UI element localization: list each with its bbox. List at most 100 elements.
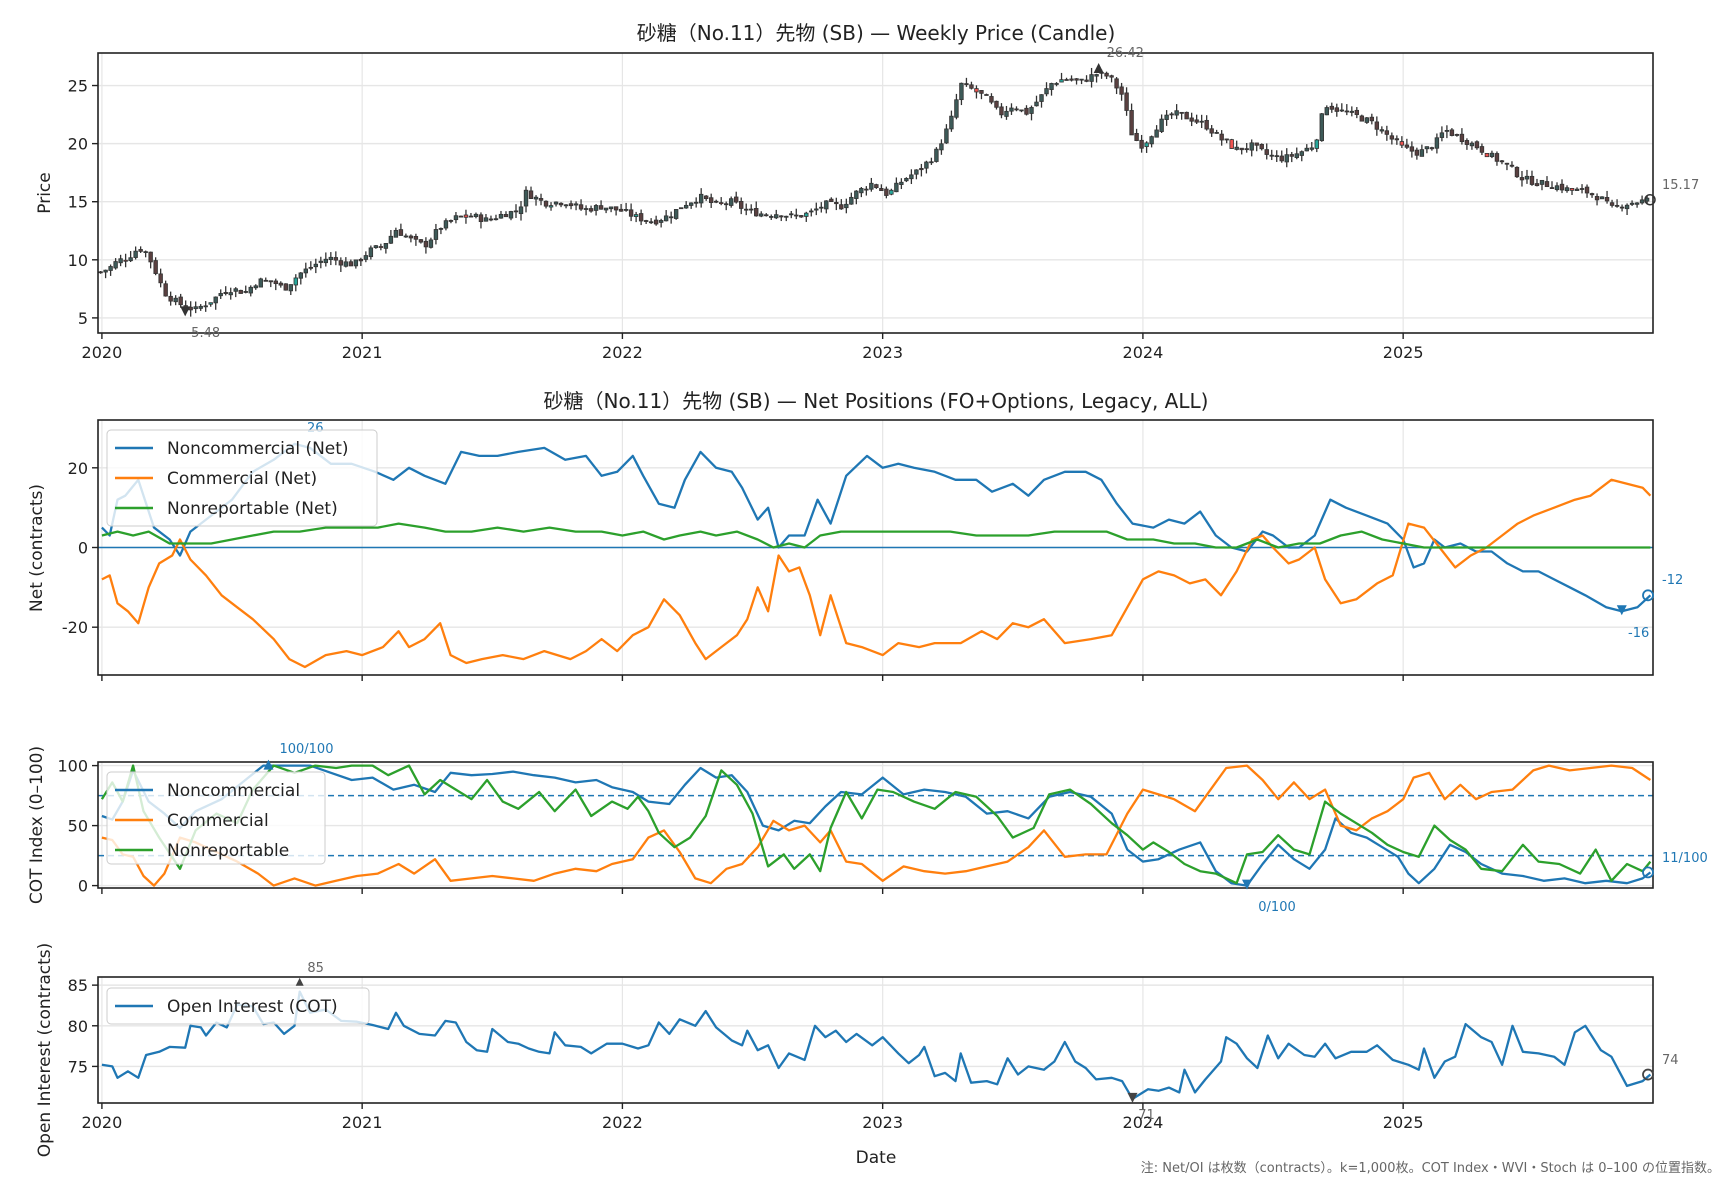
net-x-ticks xyxy=(101,675,1404,681)
candle-body xyxy=(1519,177,1525,181)
y-tick-label: 20 xyxy=(68,135,88,154)
max-marker-icon xyxy=(263,759,274,770)
cot-y-ticks: 0 50 100 xyxy=(57,757,98,896)
candle-body xyxy=(1619,206,1625,209)
candle-body xyxy=(178,296,183,306)
candle-body xyxy=(1249,142,1254,151)
candle-body xyxy=(964,83,969,85)
candle-body xyxy=(1469,142,1475,147)
candle-body xyxy=(1059,79,1064,83)
candle-body xyxy=(1549,187,1555,189)
candle-body xyxy=(638,213,644,222)
candle-body xyxy=(443,220,449,229)
candle-body xyxy=(894,182,899,193)
price-grid xyxy=(98,53,1653,333)
candle-body xyxy=(548,205,554,208)
candle-body xyxy=(1499,160,1505,163)
candle-body xyxy=(1314,139,1319,149)
candle-body xyxy=(1234,146,1239,150)
price-chart-title: 砂糖（No.11）先物 (SB) — Weekly Price (Candle) xyxy=(637,21,1116,45)
candle-body xyxy=(729,198,734,206)
x-tick-label: 2023 xyxy=(862,1113,903,1132)
max-marker-icon xyxy=(1093,63,1104,74)
candle-body xyxy=(538,198,544,201)
candle-body xyxy=(789,213,794,216)
candle-body xyxy=(308,266,314,269)
candle-body xyxy=(779,215,784,218)
candle-body xyxy=(819,206,824,209)
candle-body xyxy=(744,208,749,211)
candle-body xyxy=(403,235,409,238)
candle-body xyxy=(153,260,158,274)
candle-body xyxy=(1339,109,1344,112)
candle-body xyxy=(528,190,534,199)
candle-body xyxy=(358,258,364,262)
candle-body xyxy=(703,195,709,200)
candle-body xyxy=(318,260,324,263)
candle-body xyxy=(1104,72,1109,77)
candle-body xyxy=(203,305,208,308)
candle-body xyxy=(708,197,714,204)
candle-body xyxy=(388,235,394,244)
net-y-axis-label: Net (contracts) xyxy=(27,484,47,612)
candle-body xyxy=(939,143,944,151)
candle-body xyxy=(1064,79,1069,81)
min-label: 0/100 xyxy=(1258,900,1295,915)
cot-legend: Noncommercial Commercial Nonreportable xyxy=(106,771,326,865)
candle-body xyxy=(683,204,689,209)
y-tick-label: 20 xyxy=(68,459,88,478)
candle-body xyxy=(228,292,233,296)
legend-label-nonreportable: Nonreportable (Net) xyxy=(167,499,338,519)
candle-body xyxy=(1274,155,1279,158)
candle-body xyxy=(1164,114,1169,120)
candle-body xyxy=(974,88,979,93)
candle-body xyxy=(208,302,213,305)
candle-body xyxy=(1004,110,1009,117)
y-tick-label: 100 xyxy=(57,757,88,776)
candle-body xyxy=(1219,133,1224,141)
cot-y-axis-label: COT Index (0–100) xyxy=(27,746,47,904)
candle-body xyxy=(1424,146,1430,150)
candle-body xyxy=(103,269,108,273)
candle-body xyxy=(1304,147,1309,152)
candle-body xyxy=(138,249,143,252)
candle-body xyxy=(668,216,674,219)
candle-body xyxy=(1089,74,1094,82)
candle-body xyxy=(1489,152,1495,158)
candle-body xyxy=(1044,88,1049,95)
candle-body xyxy=(583,208,589,210)
candle-body xyxy=(1159,118,1164,132)
candle-body xyxy=(608,206,614,210)
candle-body xyxy=(378,246,384,248)
candle-body xyxy=(678,207,684,210)
candle-body xyxy=(859,188,864,194)
candle-body xyxy=(558,202,564,206)
min-marker-icon xyxy=(1616,605,1627,616)
candle-body xyxy=(313,263,319,268)
candle-body xyxy=(1479,146,1485,153)
candle-body xyxy=(648,221,654,224)
x-tick-label: 2020 xyxy=(82,1113,123,1132)
last-marker-icon xyxy=(1642,1068,1654,1081)
candle-body xyxy=(784,215,789,218)
legend-label-noncommercial: Noncommercial (Net) xyxy=(167,439,349,459)
candle-body xyxy=(1279,155,1284,162)
candle-body xyxy=(1169,113,1174,116)
x-tick-label: 2021 xyxy=(342,343,383,362)
candle-body xyxy=(1384,130,1390,135)
candle-body xyxy=(468,215,474,218)
candle-body xyxy=(268,280,273,283)
candle-body xyxy=(328,256,334,261)
candle-body xyxy=(168,295,173,302)
x-tick-label: 2021 xyxy=(342,1113,383,1132)
candle-body xyxy=(1404,144,1410,148)
candle-body xyxy=(1584,186,1590,194)
price-plot-frame xyxy=(97,52,1654,334)
min-marker-icon xyxy=(1242,879,1253,890)
candle-body xyxy=(123,259,128,262)
candle-body xyxy=(483,217,489,222)
candle-body xyxy=(854,190,859,199)
price-annotations: 26.42 5.48 15.17 xyxy=(180,46,1699,341)
candle-body xyxy=(724,203,729,206)
candle-body xyxy=(844,203,849,209)
